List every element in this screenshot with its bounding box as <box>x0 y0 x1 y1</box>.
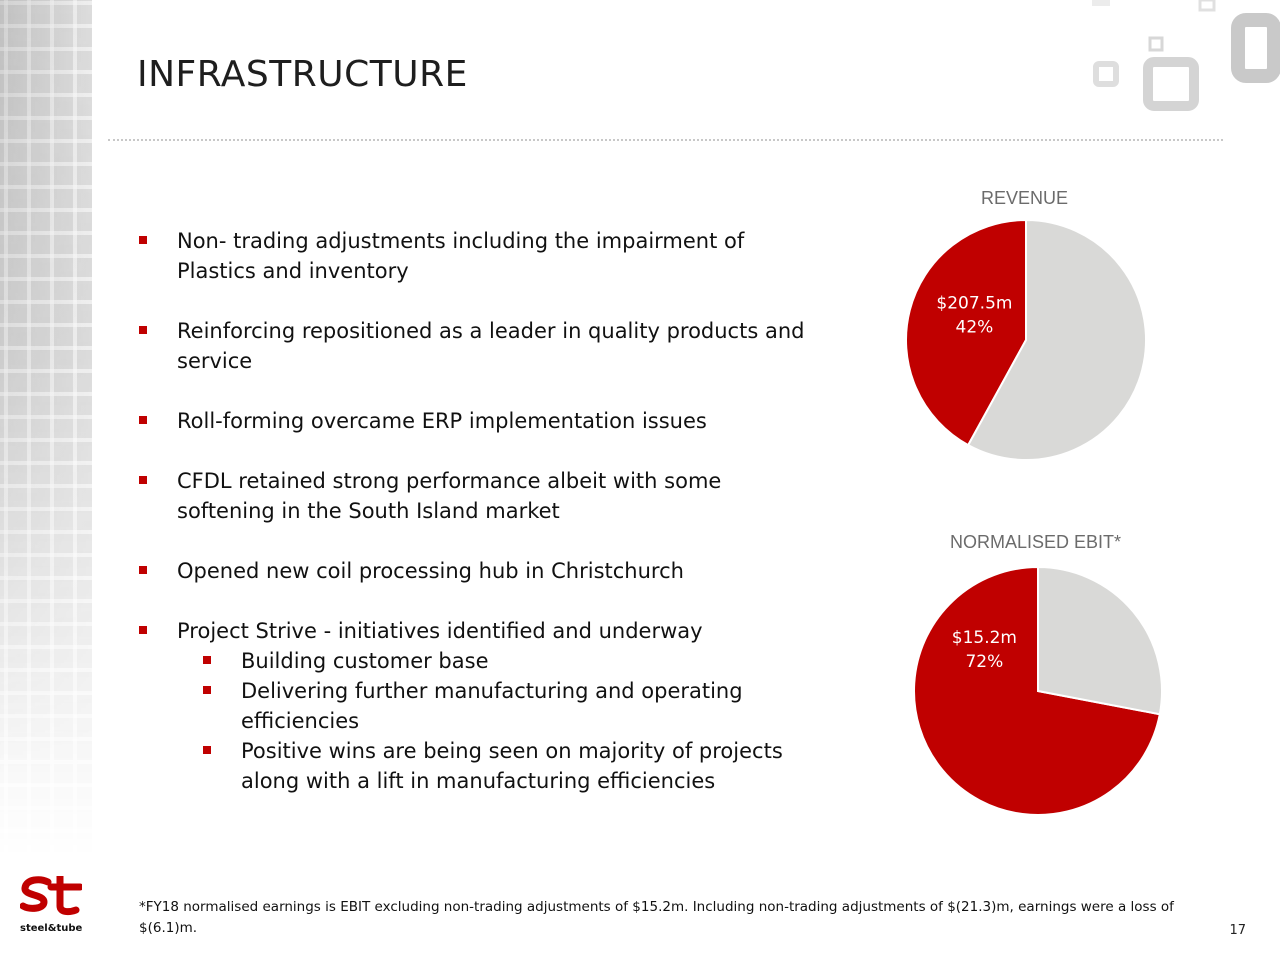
side-pattern-shade <box>0 0 92 860</box>
logo-mark-icon <box>19 872 84 916</box>
bullet-marker <box>139 236 147 244</box>
revenue-pie-chart: $207.5m 42% <box>905 218 1147 461</box>
bullet-line: Reinforcing repositioned as a leader in … <box>177 319 805 343</box>
bullet-line: Plastics and inventory <box>177 259 409 283</box>
bullet-line: Delivering further manufacturing and ope… <box>241 679 743 703</box>
revenue-chart-title: REVENUE <box>981 188 1069 208</box>
pie-slice <box>913 565 1161 816</box>
pie-slice <box>1037 565 1163 716</box>
bullet-item: Project Strive - initiatives identified … <box>137 616 837 646</box>
bullet-line: CFDL retained strong performance albeit … <box>177 469 722 493</box>
bullet-line: Roll-forming overcame ERP implementation… <box>177 409 707 433</box>
pie-slice <box>966 218 1147 461</box>
bullet-line: Non- trading adjustments including the i… <box>177 229 745 253</box>
sub-bullet-item: Delivering further manufacturing and ope… <box>137 676 837 736</box>
bullet-line: Opened new coil processing hub in Christ… <box>177 559 684 583</box>
side-pattern-strip <box>0 0 92 860</box>
bullet-marker <box>139 416 147 424</box>
bullet-line: Positive wins are being seen on majority… <box>241 739 783 763</box>
bullet-item: Reinforcing repositioned as a leader in … <box>137 316 837 376</box>
bullet-item: Opened new coil processing hub in Christ… <box>137 556 837 586</box>
bullet-line: service <box>177 349 253 373</box>
bullet-marker <box>203 656 211 664</box>
bullet-list: Non- trading adjustments including the i… <box>137 226 837 796</box>
title-divider <box>108 139 1223 141</box>
logo-wordmark: steel&tube <box>20 923 83 934</box>
bullet-line: Project Strive - initiatives identified … <box>177 619 703 643</box>
bullet-line: Building customer base <box>241 649 489 673</box>
bullet-marker <box>139 326 147 334</box>
bullet-marker <box>203 746 211 754</box>
pie-value-label: $15.2m <box>952 628 1017 648</box>
bullet-item: Non- trading adjustments including the i… <box>137 226 837 286</box>
bullet-line: along with a lift in manufacturing effic… <box>241 769 716 793</box>
sub-bullet-item: Building customer base <box>137 646 837 676</box>
pie-percent-label: 72% <box>965 652 1003 672</box>
ebit-chart-title: NORMALISED EBIT* <box>950 532 1122 552</box>
bullet-marker <box>139 566 147 574</box>
pie-percent-label: 42% <box>956 317 994 337</box>
bullet-line: softening in the South Island market <box>177 499 560 523</box>
pie-slice <box>905 218 1027 447</box>
bullet-item: Roll-forming overcame ERP implementation… <box>137 406 837 436</box>
decorative-squares <box>1092 0 1280 111</box>
bullet-line: efficiencies <box>241 709 360 733</box>
ebit-pie-chart: $15.2m 72% <box>913 565 1163 816</box>
bullet-marker <box>139 476 147 484</box>
pie-value-label: $207.5m <box>936 293 1012 313</box>
company-logo: steel&tube <box>19 872 84 934</box>
bullet-marker <box>139 626 147 634</box>
page-number: 17 <box>1229 923 1246 938</box>
bullet-marker <box>203 686 211 694</box>
footnote: *FY18 normalised earnings is EBIT exclud… <box>139 899 1174 936</box>
sub-bullet-item: Positive wins are being seen on majority… <box>137 736 837 796</box>
bullet-item: CFDL retained strong performance albeit … <box>137 466 837 526</box>
page-title: INFRASTRUCTURE <box>137 54 468 95</box>
